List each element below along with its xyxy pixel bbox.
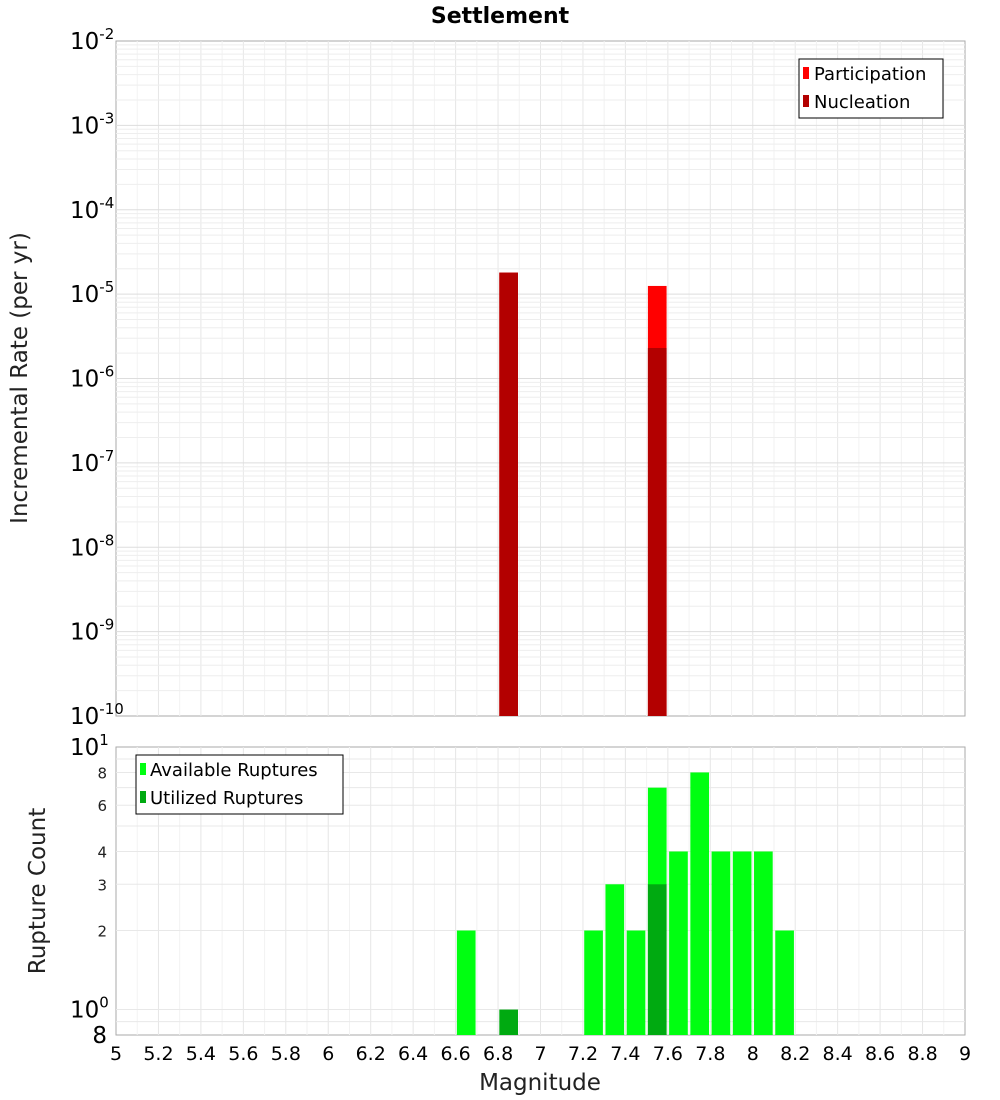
bottom-legend: Available Ruptures Utilized Ruptures: [135, 754, 344, 815]
x-ticks: 5 5.2 5.4 5.6 5.8 6 6.2 6.4 6.6 6.8 7 7.2 7.4 7.6 7.8 8…: [110, 1043, 971, 1065]
bottom-y-tick-label: 6: [97, 797, 107, 815]
top-y-tick-label: 10-10: [70, 700, 124, 730]
x-tick-label: 5.6: [228, 1043, 258, 1065]
nucleation-bar: [499, 272, 519, 716]
utilized-ruptures-bar: [499, 1009, 519, 1035]
bottom-bars: [456, 772, 794, 1035]
available-ruptures-bar: [732, 851, 752, 1035]
top-y-tick-label: 10-9: [70, 616, 114, 646]
available-ruptures-bar: [711, 851, 731, 1035]
available-ruptures-bar: [690, 772, 710, 1035]
bottom-panel: 8 6 4 3 2 100 101 8 5 5.2 5.4 5.6 5.8 6 6.2 6.4 6.6 6.8 7…: [25, 731, 971, 1096]
x-tick-label: 8.6: [865, 1043, 895, 1065]
legend-swatch-utilized: [140, 791, 146, 803]
x-tick-label: 7.8: [695, 1043, 725, 1065]
x-tick-label: 9: [959, 1043, 971, 1065]
bottom-y-tick-label: 4: [97, 843, 107, 861]
x-tick-label: 5.8: [271, 1043, 301, 1065]
top-legend-box: [798, 58, 944, 119]
top-y-ticks: 10-10 10-9 10-8 10-7 10-6 10-5 10-4 10-3 10-2: [70, 25, 124, 730]
bottom-y-min-label: 8: [92, 1023, 107, 1049]
top-legend: Participation Nucleation: [798, 58, 944, 119]
top-y-tick-label: 10-8: [70, 531, 114, 561]
top-y-axis-label: Incremental Rate (per yr): [7, 232, 33, 524]
x-tick-label: 7: [534, 1043, 546, 1065]
top-y-tick-label: 10-4: [70, 194, 114, 224]
legend-label-nucleation: Nucleation: [814, 92, 910, 113]
x-tick-label: 7.2: [568, 1043, 598, 1065]
top-bars: [499, 272, 667, 716]
x-tick-label: 6.6: [440, 1043, 470, 1065]
x-tick-label: 8.2: [780, 1043, 810, 1065]
bottom-legend-box: [135, 754, 344, 815]
top-y-tick-label: 10-7: [70, 447, 114, 477]
x-tick-label: 6.2: [356, 1043, 386, 1065]
x-tick-label: 6: [322, 1043, 334, 1065]
available-ruptures-bar: [584, 930, 603, 1035]
bottom-y-tick-label: 8: [97, 764, 107, 782]
legend-label-utilized: Utilized Ruptures: [150, 788, 303, 809]
top-y-tick-label: 10-6: [70, 363, 114, 393]
top-y-tick-label: 10-3: [70, 109, 114, 139]
available-ruptures-bar: [626, 930, 646, 1035]
bottom-y-decade-label: 100: [70, 994, 109, 1024]
x-tick-label: 7.4: [610, 1043, 640, 1065]
available-ruptures-bar: [775, 930, 794, 1035]
x-tick-label: 5: [110, 1043, 122, 1065]
top-y-tick-label: 10-2: [70, 25, 114, 55]
x-tick-label: 5.2: [143, 1043, 173, 1065]
utilized-ruptures-bar: [647, 884, 667, 1035]
available-ruptures-bar: [605, 884, 625, 1035]
bottom-y-axis-label: Rupture Count: [25, 808, 51, 974]
bottom-y-decade-label: 101: [70, 731, 109, 761]
legend-label-available: Available Ruptures: [150, 760, 318, 781]
bottom-y-tick-label: 2: [97, 923, 107, 941]
legend-label-participation: Participation: [814, 64, 926, 85]
x-tick-label: 6.8: [483, 1043, 513, 1065]
top-grid: [116, 41, 965, 716]
top-panel: 10-10 10-9 10-8 10-7 10-6 10-5 10-4 10-3 10-2 In…: [7, 25, 966, 730]
x-tick-label: 7.6: [653, 1043, 683, 1065]
nucleation-bar: [647, 347, 667, 716]
bottom-y-ticks: 8 6 4 3 2 100 101 8: [70, 731, 109, 1049]
legend-swatch-available: [140, 763, 146, 775]
top-y-tick-label: 10-5: [70, 278, 114, 308]
chart-title: Settlement: [431, 4, 570, 29]
available-ruptures-bar: [669, 851, 688, 1035]
legend-swatch-nucleation: [803, 95, 809, 107]
legend-swatch-participation: [803, 67, 809, 79]
bottom-y-tick-label: 3: [97, 876, 107, 894]
x-axis-label: Magnitude: [479, 1070, 601, 1096]
available-ruptures-bar: [754, 851, 773, 1035]
x-tick-label: 5.4: [186, 1043, 216, 1065]
x-tick-label: 8.4: [823, 1043, 853, 1065]
x-tick-label: 6.4: [398, 1043, 428, 1065]
available-ruptures-bar: [456, 930, 476, 1035]
x-tick-label: 8.8: [907, 1043, 937, 1065]
x-tick-label: 8: [747, 1043, 759, 1065]
